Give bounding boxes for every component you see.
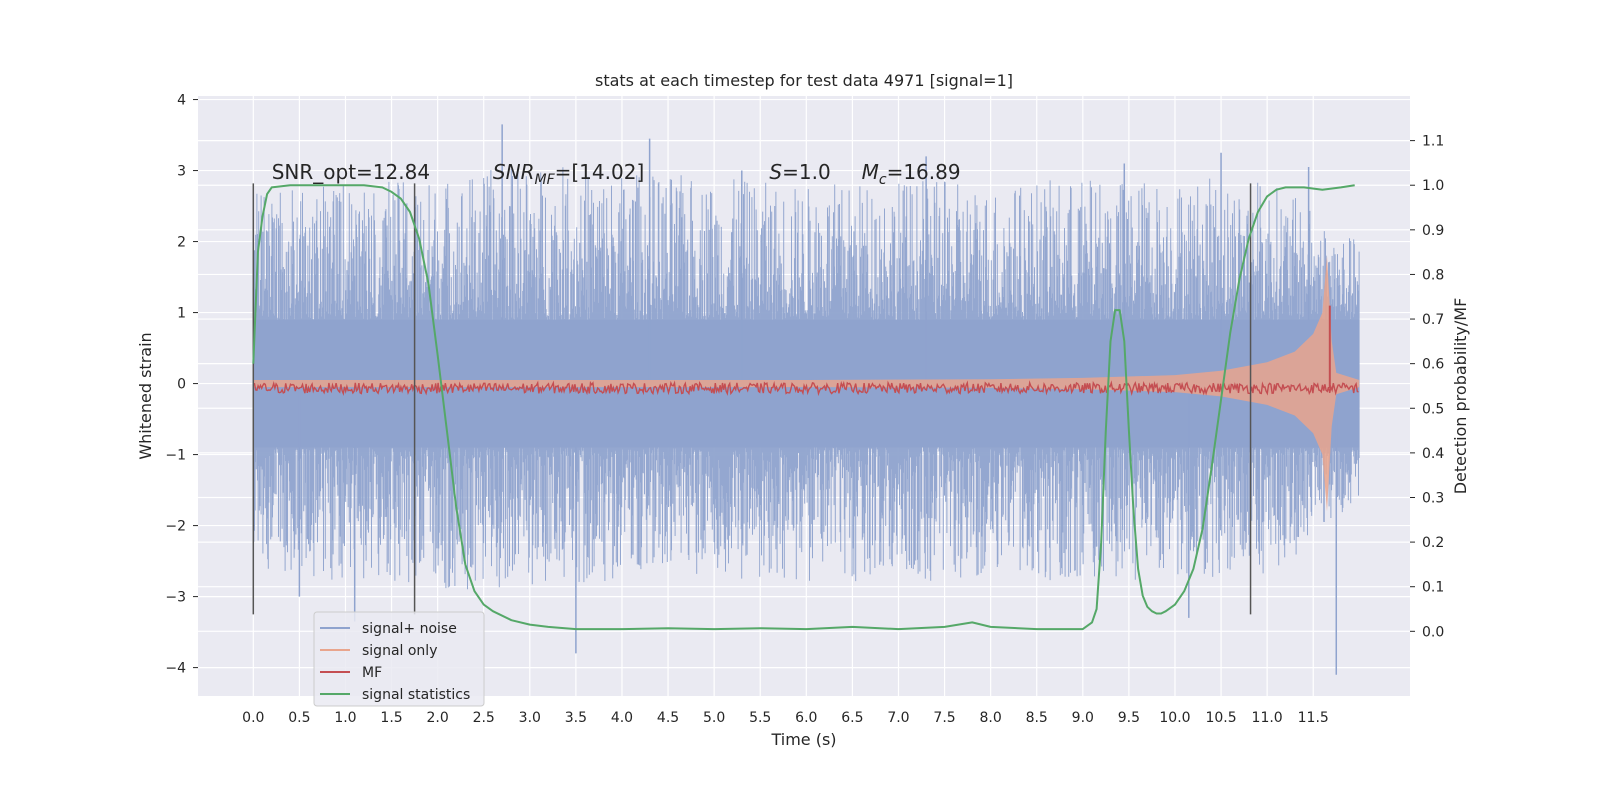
y-tick-label: 3 bbox=[177, 164, 186, 180]
y2-tick-label: 0.6 bbox=[1422, 357, 1444, 373]
y-tick-label: 1 bbox=[177, 306, 186, 322]
legend-label: signal+ noise bbox=[362, 621, 457, 637]
vertical-markers bbox=[252, 183, 1252, 615]
x-tick-label: 7.0 bbox=[887, 710, 909, 726]
y2-axis-ticks: 1.1 1.0 0.9 0.8 0.7 0.6 0.5 0.4 0.3 0.2 0.1 0.0 bbox=[1410, 134, 1444, 640]
x-tick-label: 6.0 bbox=[795, 710, 817, 726]
annotation-text: SNRMF=[14.02] bbox=[493, 160, 644, 188]
y-tick-label: 2 bbox=[177, 235, 186, 251]
x-tick-label: 8.5 bbox=[1026, 710, 1048, 726]
annotation-text: S=1.0 bbox=[769, 160, 830, 184]
y2-tick-label: 0.4 bbox=[1422, 446, 1444, 462]
y2-axis-label: Detection probability/MF bbox=[1451, 298, 1470, 495]
x-tick-label: 6.5 bbox=[841, 710, 863, 726]
y-axis-ticks: 4 3 2 1 0 −1 −2 −3 −4 bbox=[165, 93, 198, 677]
series-mf bbox=[253, 305, 1359, 397]
annotations: SNR_opt=12.84 SNRMF=[14.02] S=1.0 Mc=16.89 bbox=[272, 160, 961, 188]
x-tick-label: 3.5 bbox=[565, 710, 587, 726]
legend-label: signal only bbox=[362, 643, 437, 659]
x-tick-label: 3.0 bbox=[519, 710, 541, 726]
y-tick-label: −2 bbox=[165, 519, 186, 535]
x-tick-label: 4.0 bbox=[611, 710, 633, 726]
series-signal-statistics bbox=[252, 184, 1355, 631]
y-tick-label: 0 bbox=[177, 377, 186, 393]
x-tick-label: 1.5 bbox=[380, 710, 402, 726]
x-tick-label: 10.5 bbox=[1205, 710, 1236, 726]
y2-tick-label: 0.0 bbox=[1422, 624, 1444, 640]
y-tick-label: −3 bbox=[165, 590, 186, 606]
x-tick-label: 5.0 bbox=[703, 710, 725, 726]
x-tick-label: 0.5 bbox=[288, 710, 310, 726]
y-axis-label: Whitened strain bbox=[136, 332, 155, 459]
x-tick-label: 11.5 bbox=[1298, 710, 1329, 726]
y-tick-label: −4 bbox=[165, 661, 186, 677]
y2-tick-label: 0.8 bbox=[1422, 267, 1444, 283]
x-tick-label: 5.5 bbox=[749, 710, 771, 726]
series-signal-only bbox=[253, 255, 1360, 512]
x-tick-label: 11.0 bbox=[1252, 710, 1283, 726]
y-tick-label: 4 bbox=[177, 93, 186, 109]
y2-tick-label: 0.2 bbox=[1422, 535, 1444, 551]
legend-label: MF bbox=[362, 665, 382, 681]
annotation-text: SNR_opt=12.84 bbox=[272, 160, 430, 184]
x-tick-label: 9.0 bbox=[1072, 710, 1094, 726]
signal-statistics-line bbox=[252, 184, 1355, 631]
y2-tick-label: 0.5 bbox=[1422, 401, 1444, 417]
chart-title: stats at each timestep for test data 497… bbox=[595, 71, 1013, 90]
y2-tick-label: 0.9 bbox=[1422, 223, 1444, 239]
legend: signal+ noise signal only MF signal statist… bbox=[313, 611, 485, 707]
y-tick-label: −1 bbox=[165, 448, 186, 464]
x-tick-label: 2.5 bbox=[473, 710, 495, 726]
legend-label: signal statistics bbox=[362, 687, 470, 703]
x-tick-label: 7.5 bbox=[933, 710, 955, 726]
x-tick-label: 10.0 bbox=[1159, 710, 1190, 726]
legend-box bbox=[313, 611, 485, 707]
x-tick-label: 1.0 bbox=[334, 710, 356, 726]
y2-tick-label: 1.1 bbox=[1422, 134, 1444, 150]
x-tick-label: 8.0 bbox=[980, 710, 1002, 726]
x-tick-label: 4.5 bbox=[657, 710, 679, 726]
signal-only-envelope bbox=[253, 255, 1360, 512]
y2-tick-label: 0.1 bbox=[1422, 580, 1444, 596]
y2-tick-label: 0.3 bbox=[1422, 490, 1444, 506]
x-tick-label: 2.0 bbox=[427, 710, 449, 726]
x-tick-label: 0.0 bbox=[242, 710, 264, 726]
x-axis-label: Time (s) bbox=[770, 730, 836, 749]
annotation-text: Mc=16.89 bbox=[862, 160, 961, 188]
x-axis-ticks: 0.0 0.5 1.0 1.5 2.0 2.5 3.0 3.5 4.0 4.5 5.0 5.5 6.0 6… bbox=[242, 710, 1329, 726]
y2-tick-label: 1.0 bbox=[1422, 178, 1444, 194]
x-tick-label: 9.5 bbox=[1118, 710, 1140, 726]
y2-tick-label: 0.7 bbox=[1422, 312, 1444, 328]
mf-trace bbox=[253, 380, 1359, 397]
